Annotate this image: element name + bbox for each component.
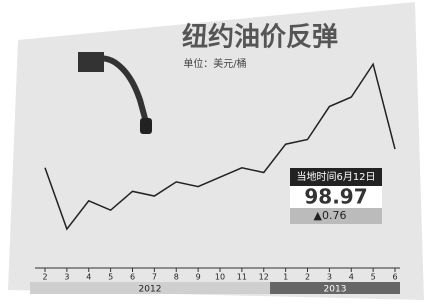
x-tick-label: 4: [349, 273, 354, 282]
year-label: 2012: [139, 285, 162, 295]
x-tick-label: 9: [196, 273, 201, 282]
x-tick-label: 1: [283, 273, 288, 282]
x-tick-label: 5: [371, 273, 376, 282]
x-tick-label: 5: [108, 273, 113, 282]
x-tick-label: 7: [152, 273, 157, 282]
x-tick-label: 8: [174, 273, 179, 282]
x-tick-label: 6: [130, 273, 135, 282]
chart: 纽约油价反弹 单位：美元/桶 2012 2013 当地时间6月12日 98.97…: [0, 0, 426, 304]
x-tick-label: 2: [305, 273, 310, 282]
chart-subtitle: 单位：美元/桶: [183, 57, 246, 70]
year-label: 2013: [324, 285, 347, 295]
x-tick-label: 10: [215, 273, 225, 282]
x-tick-label: 2: [42, 273, 47, 282]
annotation-date: 当地时间6月12日: [296, 170, 375, 183]
x-tick-label: 4: [86, 273, 91, 282]
x-tick-label: 6: [392, 273, 397, 282]
annotation: 当地时间6月12日 98.97 ▲0.76: [290, 168, 382, 224]
x-tick-label: 3: [327, 273, 332, 282]
x-tick-label: 11: [237, 273, 247, 282]
annotation-price: 98.97: [304, 185, 367, 209]
x-tick-label: 3: [64, 273, 69, 282]
x-tick-label: 12: [259, 273, 269, 282]
chart-title: 纽约油价反弹: [182, 22, 338, 53]
annotation-change: ▲0.76: [314, 209, 347, 222]
